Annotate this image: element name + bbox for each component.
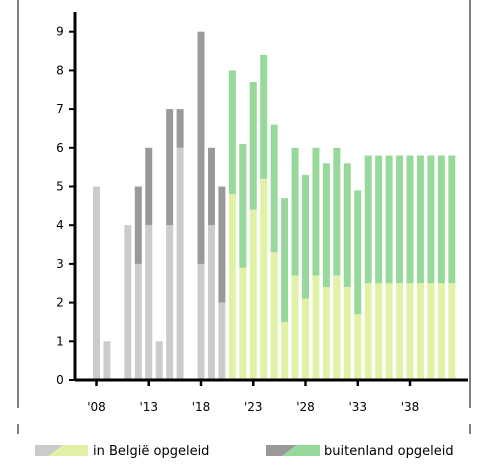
bar-foreign-2013: [145, 147, 153, 226]
legend-item-domestic: in België opgeleid: [35, 444, 209, 459]
bar-foreign-2026: [281, 198, 289, 322]
bar-domestic-2028: [302, 298, 309, 380]
bar-domestic-2018: [197, 263, 205, 380]
y-tick-label-1: 1: [56, 334, 64, 348]
bar-foreign-2032: [343, 163, 351, 288]
x-tick-label-2023: '23: [244, 400, 263, 414]
y-tick-label-8: 8: [56, 63, 64, 77]
y-tick-label-5: 5: [56, 180, 64, 194]
bar-domestic-2033: [354, 314, 362, 380]
bar-domestic-2026: [281, 321, 289, 380]
bar-domestic-2019: [207, 225, 215, 380]
bar-domestic-2035: [375, 283, 383, 380]
bar-foreign-2037: [396, 155, 404, 284]
bar-domestic-2041: [437, 283, 445, 380]
bar-domestic-2023: [249, 209, 257, 380]
bar-foreign-2035: [375, 155, 383, 284]
bars-group: [93, 31, 456, 380]
y-tick-label-9: 9: [56, 25, 64, 39]
bar-domestic-2021: [228, 194, 236, 380]
bar-domestic-2020: [218, 302, 226, 380]
bar-domestic-2036: [385, 283, 393, 380]
bar-foreign-2012: [134, 186, 142, 264]
axes-group: [73, 12, 468, 382]
bar-foreign-2025: [270, 124, 278, 253]
bar-foreign-2042: [448, 155, 456, 284]
bar-domestic-2012: [134, 263, 142, 380]
bar-foreign-2040: [427, 155, 435, 284]
bar-domestic-2025: [270, 252, 278, 380]
bar-foreign-2029: [312, 147, 320, 276]
legend-swatch-foreign-historic: [266, 445, 296, 456]
bar-foreign-2020: [218, 186, 226, 303]
y-ticks-group: 0 1 2 3 4 5 6 7 8 9: [56, 25, 75, 387]
bar-domestic-2038: [406, 283, 414, 380]
y-tick-label-4: 4: [56, 218, 64, 232]
x-tick-label-2008: '08: [87, 400, 106, 414]
bar-foreign-2031: [333, 147, 341, 276]
bar-foreign-2039: [416, 155, 424, 284]
y-tick-label-3: 3: [56, 257, 64, 271]
bar-foreign-2028: [302, 174, 309, 299]
bar-foreign-2018: [197, 31, 205, 264]
legend-swatch-foreign-projected: [282, 445, 320, 456]
bar-foreign-2015: [166, 109, 174, 226]
legend-label-domestic: in België opgeleid: [93, 444, 209, 459]
bar-foreign-2033: [354, 190, 362, 315]
legend-swatch-domestic-historic: [35, 445, 63, 456]
legend-swatch-domestic-projected: [48, 445, 88, 456]
bar-domestic-2034: [364, 283, 372, 380]
bar-domestic-2040: [427, 283, 435, 380]
y-tick-label-2: 2: [56, 296, 64, 310]
x-tick-label-2018: '18: [192, 400, 211, 414]
bar-domestic-2024: [260, 178, 268, 380]
bar-domestic-2011: [124, 225, 132, 380]
legend-label-foreign: buitenland opgeleid: [324, 444, 454, 459]
x-ticks-group: '08 '13 '18 '23 '28 '33 '38: [87, 380, 419, 414]
bar-foreign-2030: [322, 163, 330, 288]
x-tick-label-2038: '38: [401, 400, 420, 414]
x-tick-label-2033: '33: [348, 400, 367, 414]
bar-domestic-2013: [145, 225, 153, 380]
bar-foreign-2041: [437, 155, 445, 284]
x-tick-label-2013: '13: [139, 400, 158, 414]
bar-domestic-2009: [103, 341, 111, 380]
bar-domestic-2042: [448, 283, 456, 380]
legend: in België opgeleid buitenland opgeleid: [35, 444, 454, 459]
y-tick-label-0: 0: [56, 373, 64, 387]
x-tick-label-2028: '28: [296, 400, 315, 414]
bar-foreign-2022: [239, 143, 247, 268]
bar-foreign-2036: [385, 155, 393, 284]
bar-foreign-2016: [176, 109, 184, 148]
bar-foreign-2027: [291, 147, 299, 276]
bar-domestic-2008: [93, 186, 100, 380]
bar-domestic-2014: [155, 341, 163, 380]
bar-foreign-2021: [228, 70, 236, 195]
bar-domestic-2027: [291, 275, 299, 380]
bar-domestic-2030: [322, 287, 330, 380]
y-tick-label-6: 6: [56, 141, 64, 155]
bar-domestic-2029: [312, 275, 320, 380]
bar-foreign-2024: [260, 54, 268, 179]
bar-domestic-2016: [176, 147, 184, 380]
bar-foreign-2034: [364, 155, 372, 284]
bar-domestic-2032: [343, 287, 351, 380]
bar-domestic-2022: [239, 267, 247, 380]
bar-foreign-2038: [406, 155, 414, 284]
y-tick-label-7: 7: [56, 102, 64, 116]
bar-foreign-2023: [249, 82, 257, 210]
bar-domestic-2031: [333, 275, 341, 380]
legend-item-foreign: buitenland opgeleid: [266, 444, 454, 459]
bar-domestic-2039: [416, 283, 424, 380]
bar-domestic-2037: [396, 283, 404, 380]
bar-domestic-2015: [166, 225, 174, 380]
bar-foreign-2019: [207, 147, 215, 226]
